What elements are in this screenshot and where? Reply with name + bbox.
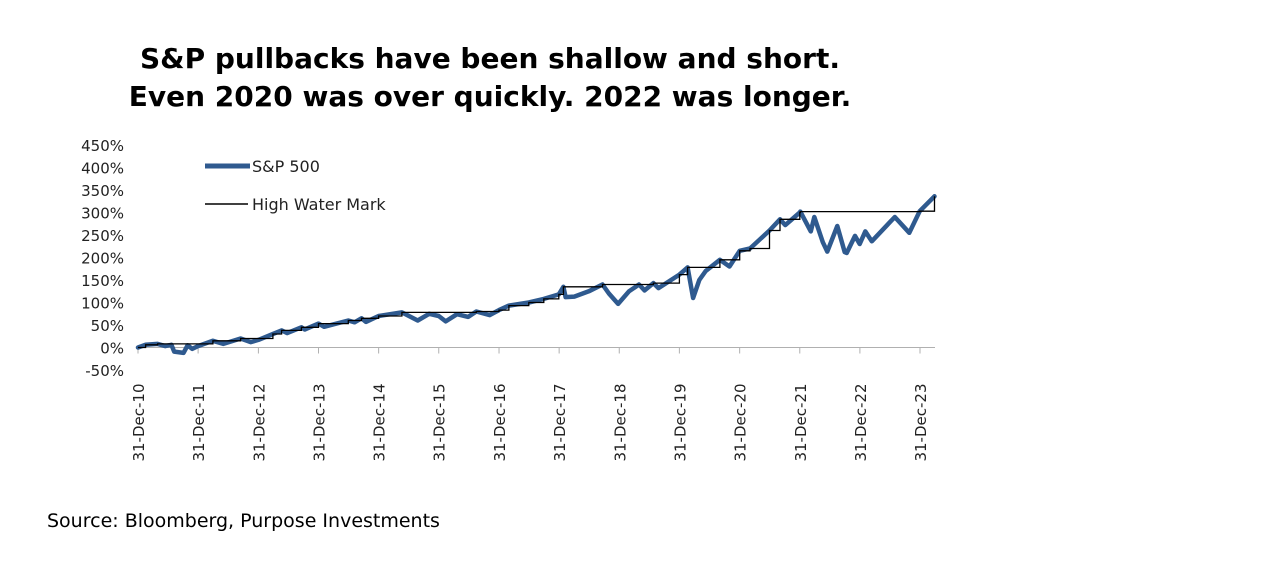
x-tick-label: 31-Dec-22 <box>852 384 870 462</box>
x-tick-label: 31-Dec-21 <box>792 384 810 462</box>
y-tick-label: 350% <box>81 182 124 200</box>
legend-label-high-water-mark: High Water Mark <box>252 195 386 214</box>
x-tick-label: 31-Dec-13 <box>311 384 329 462</box>
y-tick-label: 400% <box>81 160 124 178</box>
chart-title-line-2: Even 2020 was over quickly. 2022 was lon… <box>128 80 852 113</box>
series-line-sp500 <box>135 194 937 356</box>
y-tick-label: 200% <box>81 250 124 268</box>
x-tick-label: 31-Dec-12 <box>250 384 268 462</box>
x-tick-label: 31-Dec-10 <box>130 384 148 462</box>
y-tick-label: 150% <box>81 272 124 290</box>
x-tick-label: 31-Dec-19 <box>671 384 689 462</box>
y-tick-label: 50% <box>91 317 124 335</box>
y-tick-label: -50% <box>85 362 124 380</box>
legend-label-sp500: S&P 500 <box>252 157 320 176</box>
y-tick-label: 0% <box>100 340 124 358</box>
chart-title-line-1: S&P pullbacks have been shallow and shor… <box>140 42 840 75</box>
x-tick-label: 31-Dec-17 <box>551 384 569 462</box>
x-tick-label: 31-Dec-18 <box>611 384 629 462</box>
y-tick-label: 450% <box>81 137 124 155</box>
x-tick-label: 31-Dec-23 <box>912 384 930 462</box>
source-note: Source: Bloomberg, Purpose Investments <box>47 510 440 532</box>
series-line-high-water-mark <box>138 196 936 349</box>
x-tick-label: 31-Dec-14 <box>371 384 389 462</box>
y-tick-label: 300% <box>81 205 124 223</box>
x-tick-label: 31-Dec-20 <box>732 384 750 462</box>
x-tick-label: 31-Dec-15 <box>431 384 449 462</box>
x-tick-label: 31-Dec-16 <box>491 384 509 462</box>
chart-title: S&P pullbacks have been shallow and shor… <box>0 40 980 116</box>
x-tick-label: 31-Dec-11 <box>190 384 208 462</box>
y-tick-label: 250% <box>81 227 124 245</box>
y-tick-label: 100% <box>81 295 124 313</box>
